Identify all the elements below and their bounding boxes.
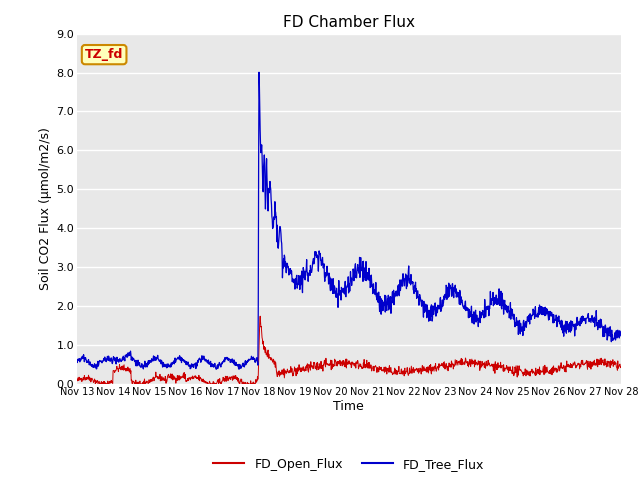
- FD_Tree_Flux: [617, 333, 625, 339]
- FD_Tree_Flux: [434, 302, 442, 308]
- FD_Open_Flux: [195, 374, 202, 380]
- FD_Open_Flux: [256, 313, 264, 319]
- FD_Open_Flux: [181, 373, 189, 379]
- Line: FD_Tree_Flux: FD_Tree_Flux: [77, 72, 621, 369]
- FD_Open_Flux: [553, 370, 561, 375]
- Legend: FD_Open_Flux, FD_Tree_Flux: FD_Open_Flux, FD_Tree_Flux: [208, 453, 490, 476]
- FD_Tree_Flux: [180, 358, 188, 364]
- Line: FD_Open_Flux: FD_Open_Flux: [77, 316, 621, 384]
- Text: TZ_fd: TZ_fd: [85, 48, 124, 61]
- Title: FD Chamber Flux: FD Chamber Flux: [283, 15, 415, 30]
- FD_Tree_Flux: [255, 84, 263, 90]
- FD_Open_Flux: [617, 364, 625, 370]
- FD_Tree_Flux: [194, 358, 202, 363]
- FD_Open_Flux: [505, 365, 513, 371]
- FD_Open_Flux: [255, 345, 263, 351]
- X-axis label: Time: Time: [333, 399, 364, 412]
- FD_Tree_Flux: [553, 324, 561, 330]
- FD_Open_Flux: [434, 365, 442, 371]
- Y-axis label: Soil CO2 Flux (μmol/m2/s): Soil CO2 Flux (μmol/m2/s): [39, 127, 52, 290]
- FD_Open_Flux: [97, 381, 104, 387]
- FD_Tree_Flux: [505, 308, 513, 314]
- FD_Tree_Flux: [255, 69, 263, 75]
- FD_Tree_Flux: [212, 366, 220, 372]
- FD_Open_Flux: [73, 377, 81, 383]
- FD_Tree_Flux: [73, 359, 81, 365]
